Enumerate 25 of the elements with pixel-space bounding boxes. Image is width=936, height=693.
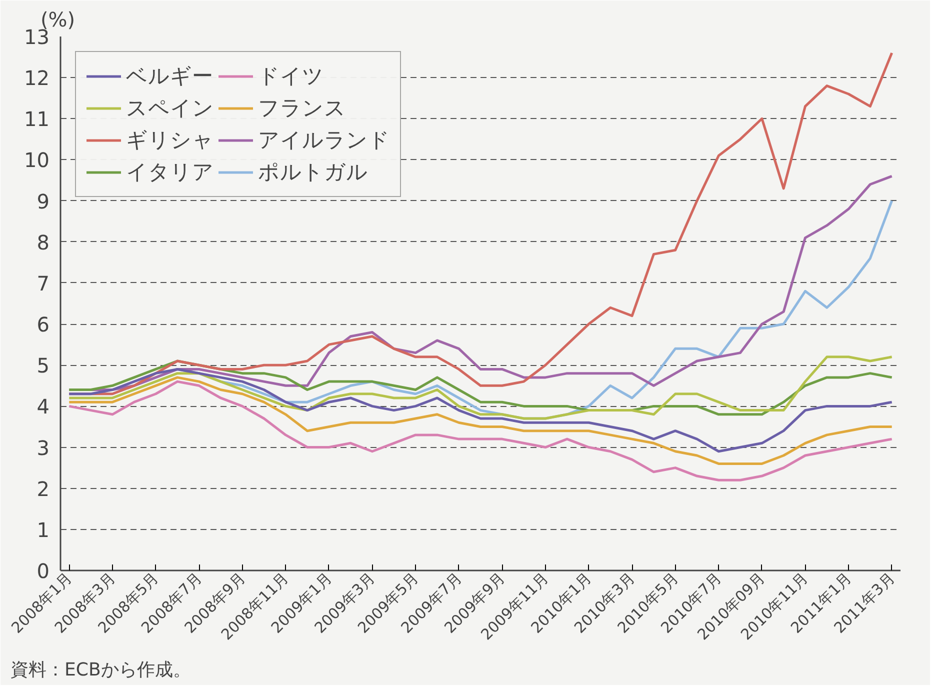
y-tick-label: 5 (36, 354, 50, 378)
y-tick-label: 3 (36, 436, 50, 460)
y-tick-label: 1 (36, 518, 50, 542)
y-tick-label: 2 (36, 476, 50, 501)
y-tick-label: 12 (24, 66, 50, 90)
y-tick-label: 11 (24, 107, 50, 132)
legend-label: ベルギー (126, 63, 213, 90)
y-tick-label: 8 (36, 230, 50, 254)
y-tick-label: 0 (36, 559, 50, 583)
y-tick-label: 6 (36, 312, 50, 337)
line-series (68, 376, 894, 465)
legend-label: フランス (258, 95, 346, 122)
legend-label: スペイン (126, 95, 214, 122)
legend-label: イタリア (126, 159, 214, 186)
text: 資料：ECBから作成。 (10, 660, 191, 680)
legend-label: ドイツ (258, 63, 324, 90)
line-series (68, 380, 894, 482)
y-tick-label: 7 (36, 271, 50, 296)
y-tick-label: 4 (36, 394, 50, 419)
y-tick-label: 9 (36, 189, 50, 214)
legend-label: アイルランド (258, 127, 390, 154)
legend-label: ギリシャ (126, 127, 214, 154)
line-series (68, 368, 894, 453)
y-tick-label: 10 (24, 148, 50, 172)
legend-label: ポルトガル (258, 159, 368, 186)
